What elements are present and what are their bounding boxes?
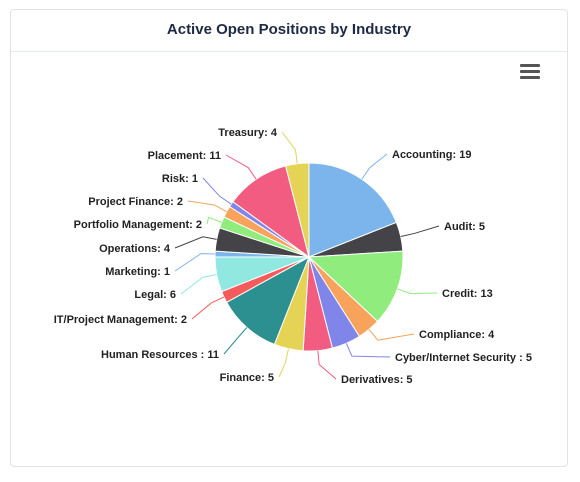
data-label: Marketing: 1 <box>105 266 170 278</box>
data-label: IT/Project Management: 2 <box>54 314 187 326</box>
connector-line <box>174 236 217 249</box>
hamburger-menu-icon[interactable] <box>520 64 540 80</box>
connector-line <box>187 200 227 213</box>
data-label: Audit: 5 <box>444 221 485 233</box>
data-label: Cyber/Internet Security : 5 <box>395 352 532 364</box>
connector-line <box>206 216 222 225</box>
data-label: Accounting: 19 <box>392 149 471 161</box>
data-label: Risk: 1 <box>162 173 198 185</box>
card-header: Active Open Positions by Industry <box>11 10 567 52</box>
data-label: Credit: 13 <box>442 288 493 300</box>
connector-line <box>317 350 337 380</box>
connector-line <box>225 154 257 180</box>
connector-line <box>400 225 440 237</box>
connector-line <box>174 253 216 272</box>
data-label: Compliance: 4 <box>419 329 495 341</box>
connector-line <box>361 153 388 180</box>
connector-line <box>180 274 217 295</box>
data-label: Finance: 5 <box>220 372 274 384</box>
data-label: Legal: 6 <box>134 289 176 301</box>
connector-line <box>278 348 289 378</box>
data-label: Project Finance: 2 <box>88 196 183 208</box>
data-label: Human Resources : 11 <box>101 349 219 361</box>
data-label: Treasury: 4 <box>218 127 278 139</box>
connector-line <box>202 177 232 205</box>
chart-title: Active Open Positions by Industry <box>166 21 412 38</box>
pie-slice-placement[interactable] <box>232 165 310 259</box>
data-label: Placement: 11 <box>148 150 221 162</box>
data-label: Portfolio Management: 2 <box>74 219 202 231</box>
connector-line <box>191 296 225 320</box>
connector-line <box>368 329 415 341</box>
connector-line <box>281 131 298 164</box>
data-label: Derivatives: 5 <box>341 374 413 386</box>
pie-slice-human-resources[interactable] <box>225 255 310 346</box>
connector-line <box>223 327 248 355</box>
connector-line <box>345 343 391 358</box>
connector-line <box>397 288 438 295</box>
data-label: Operations: 4 <box>99 243 171 255</box>
